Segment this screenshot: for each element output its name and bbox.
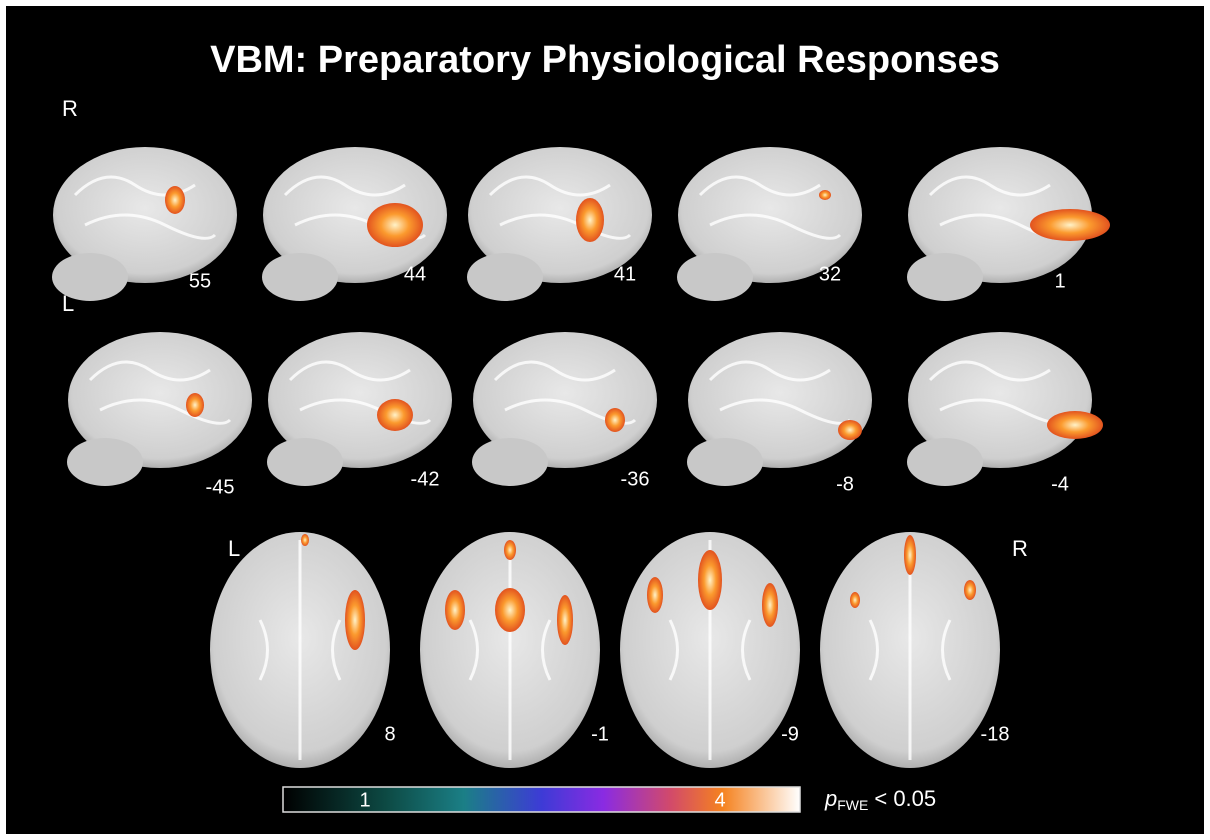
activation [605,408,625,432]
p-threshold: < 0.05 [874,786,936,811]
figure: VBM: Preparatory Physiological Responses… [0,0,1210,840]
activation [367,203,423,247]
slice-label: 55 [189,270,211,292]
activation [698,550,722,610]
cerebellum [467,253,543,301]
side-label: R [1012,536,1028,561]
cerebellum [687,438,763,486]
activation [647,577,663,613]
slice-label: -36 [621,468,650,490]
activation [165,186,185,214]
activation [1030,209,1110,241]
side-label: R [62,96,78,121]
cerebellum [67,438,143,486]
p-symbol: p [824,786,837,811]
slice-label: -45 [206,476,235,498]
slice-label: -42 [411,468,440,490]
p-subscript: FWE [837,797,868,813]
activation [838,420,862,440]
activation [445,590,465,630]
activation [345,590,365,650]
cerebellum [907,253,983,301]
cerebellum [267,438,343,486]
slice-label: -1 [591,723,609,745]
activation [186,393,204,417]
colorbar-tick: 1 [359,789,370,811]
title: VBM: Preparatory Physiological Responses [210,39,1000,81]
activation [576,198,604,242]
activation [850,592,860,608]
activation [377,399,413,431]
cerebellum [262,253,338,301]
activation [557,595,573,645]
activation [964,580,976,600]
activation [495,588,525,632]
activation [904,535,916,575]
cerebellum [907,438,983,486]
activation [504,540,516,560]
slice-label: 32 [819,263,841,285]
slice-label: 41 [614,263,636,285]
slice-label: -18 [981,723,1010,745]
cerebellum [52,253,128,301]
activation [762,583,778,627]
activation [819,190,831,200]
slice-label: -9 [781,723,799,745]
slice-label: -8 [836,473,854,495]
slice-label: -4 [1051,473,1069,495]
activation [1047,411,1103,439]
slice-label: 8 [384,723,395,745]
colorbar-tick: 4 [714,789,725,811]
slice-label: 1 [1054,270,1065,292]
slice-label: 44 [404,263,426,285]
side-label: L [228,536,240,561]
cerebellum [677,253,753,301]
activation [301,534,309,546]
cerebellum [472,438,548,486]
